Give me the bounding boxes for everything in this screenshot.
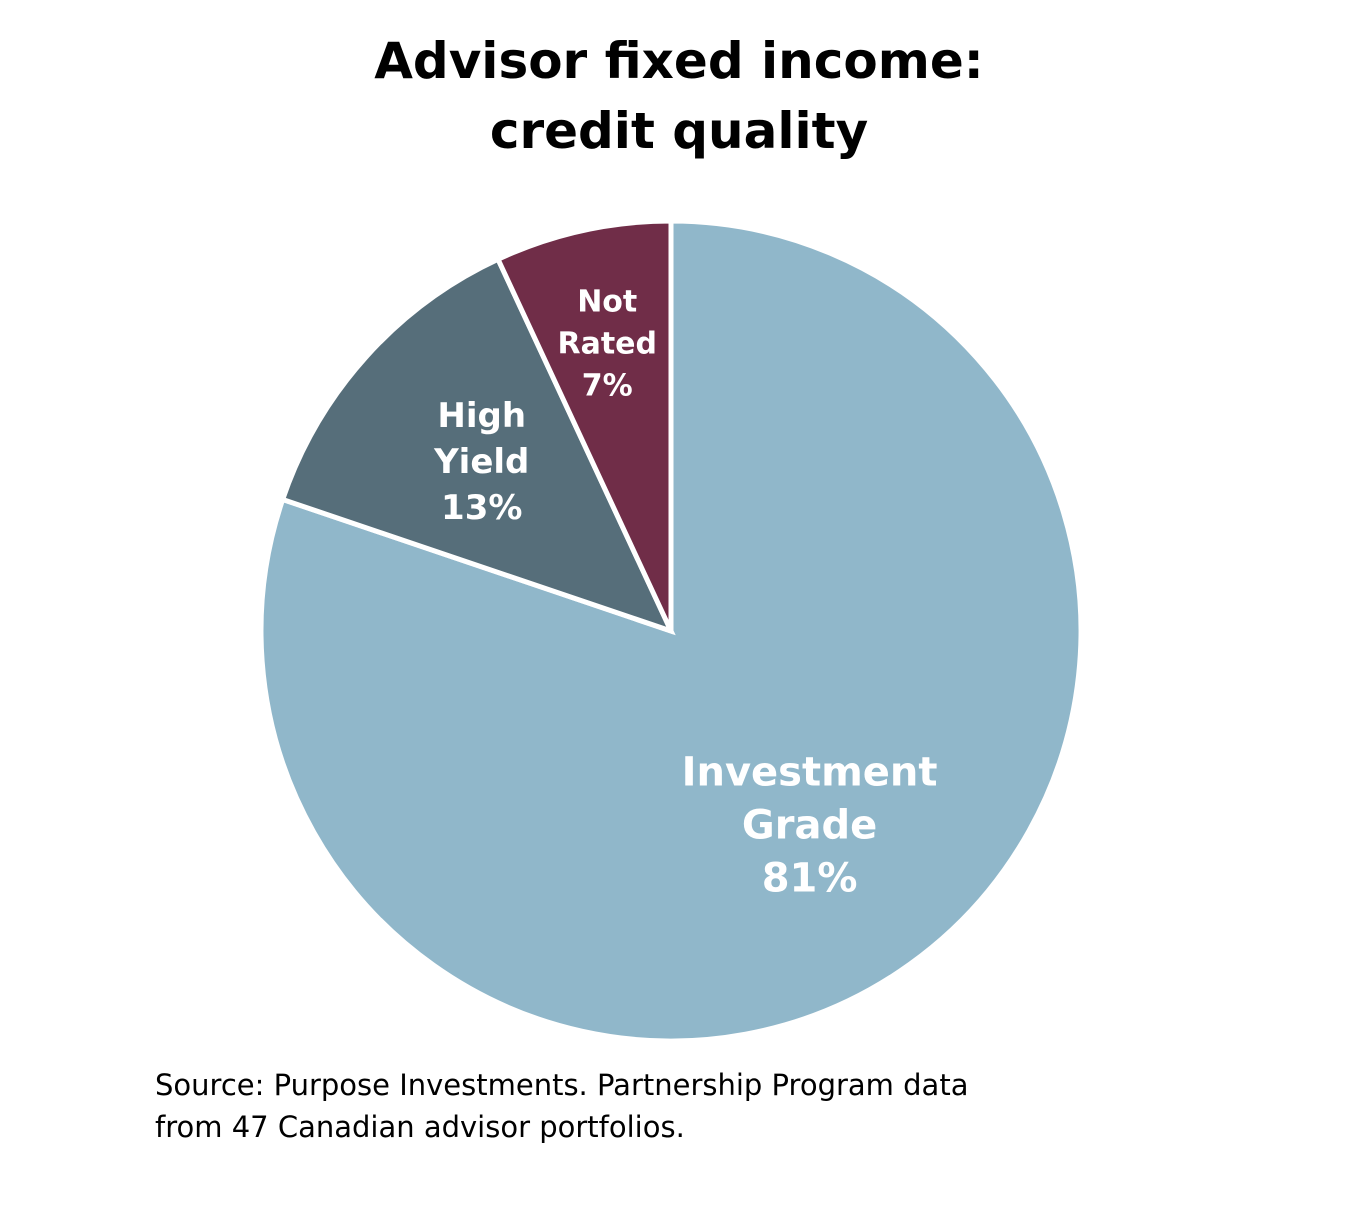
slice-label-line: High [437, 396, 526, 436]
slice-label-line: Rated [557, 326, 657, 361]
slice-label-line: 13% [441, 488, 522, 528]
pie-labels: Investment Grade 81% High Yield 13% Not Rated 7% [433, 284, 937, 901]
slice-label-high-yield: High Yield 13% [433, 396, 529, 528]
pie-slice-investment-grade [258, 218, 1084, 1044]
chart-title-line-2: credit quality [489, 102, 869, 160]
slice-label-line: 7% [582, 368, 633, 403]
slice-label-line: Yield [433, 442, 529, 482]
slice-label-line: Grade [742, 802, 877, 848]
source-line-1: Source: Purpose Investments. Partnership… [155, 1068, 969, 1102]
pie-slices [258, 218, 1084, 1044]
slice-label-investment-grade: Investment Grade 81% [682, 749, 938, 901]
source-line-2: from 47 Canadian advisor portfolios. [155, 1110, 685, 1144]
pie-slice-not-rated [494, 218, 674, 633]
chart-title: Advisor fixed income: credit quality [0, 26, 1358, 166]
slice-label-line: Not [577, 284, 637, 319]
source-note: Source: Purpose Investments. Partnership… [155, 1064, 1255, 1148]
slice-label-line: 81% [762, 855, 858, 901]
chart-title-line-1: Advisor fixed income: [374, 32, 984, 90]
slice-label-not-rated: Not Rated 7% [557, 284, 657, 403]
slice-label-line: Investment [682, 749, 938, 795]
pie-slice-high-yield [279, 255, 676, 636]
